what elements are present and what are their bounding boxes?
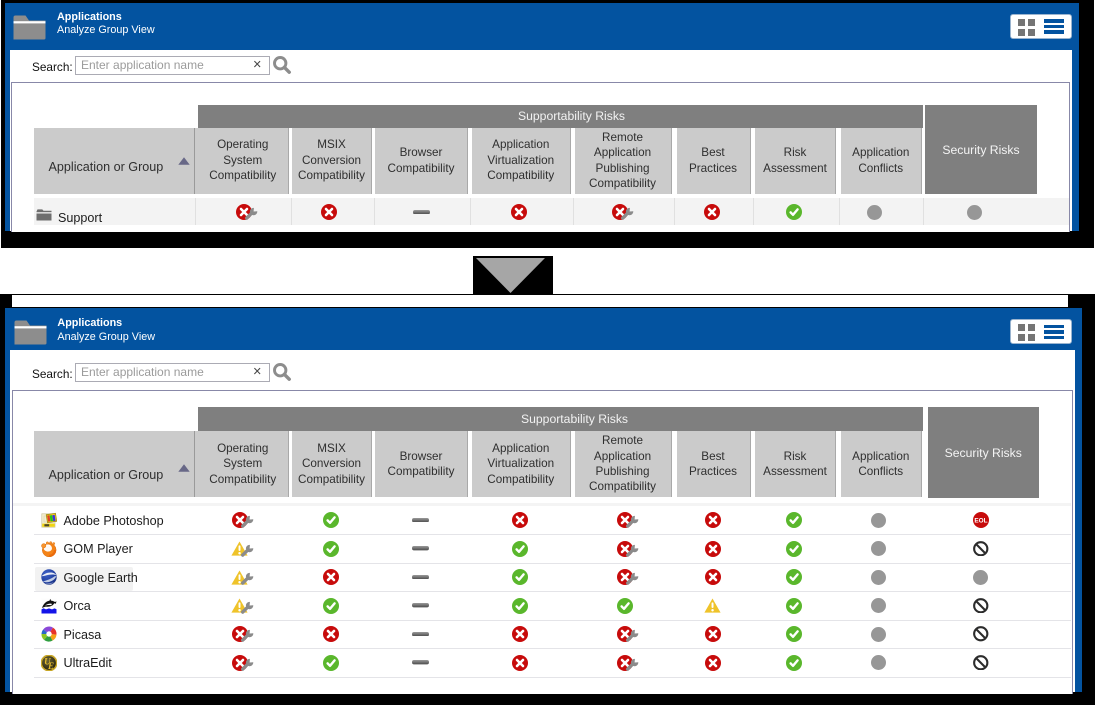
svg-text:E: E [46, 660, 53, 670]
svg-text:EOL: EOL [974, 518, 987, 525]
svg-text:U: U [44, 656, 51, 666]
